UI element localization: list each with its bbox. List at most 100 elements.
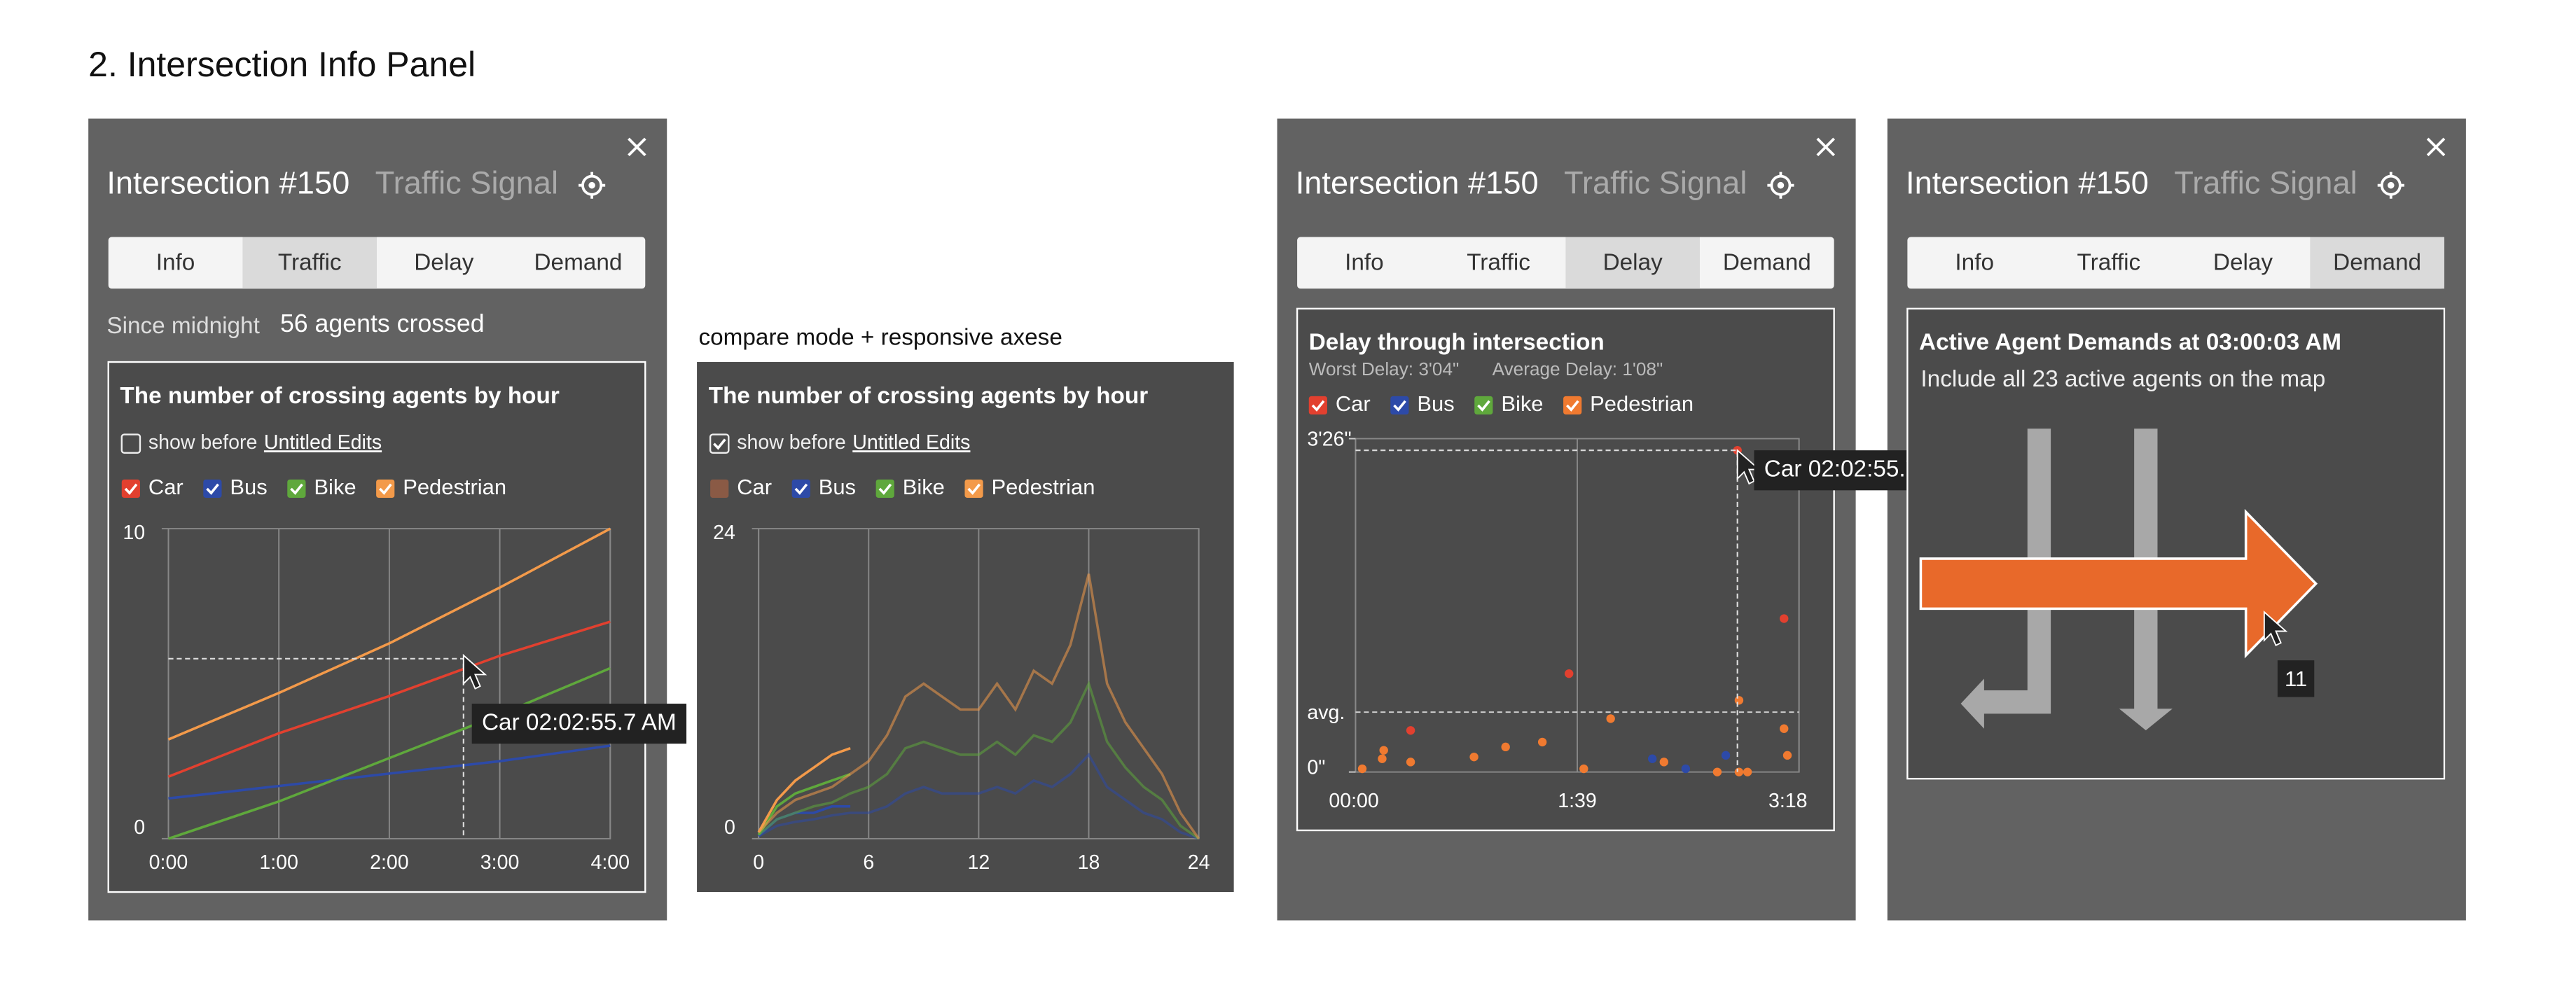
locate-ticks [2377,172,2404,199]
checkbox[interactable] [120,433,141,454]
legend-label: Pedestrian [992,475,1095,499]
point [1379,746,1388,755]
series-line [168,744,611,800]
chart-title: The number of crossing agents by hour [120,383,559,409]
panel-title: Intersection #150 [1906,165,2149,201]
checkbox[interactable] [875,479,894,498]
x-tick-label: 00:00 [1329,790,1378,812]
tab-selected [242,237,378,289]
panel-subtitle: Traffic Signal [375,165,558,201]
checkbox[interactable] [710,479,729,498]
x-tick-label: 18 [1078,851,1100,874]
tab-label[interactable]: Demand [534,249,623,275]
tab-label[interactable]: Traffic [278,249,342,275]
tab-label[interactable]: Delay [2213,249,2273,275]
checkbox[interactable] [964,479,983,498]
through-demand-arrow[interactable] [1919,508,2318,659]
chart-box [107,361,646,893]
legend-label: Car [737,475,772,499]
locate-dot [1777,181,1785,189]
x-tick-label: 2:00 [370,851,409,874]
legend-label: Bike [903,475,945,499]
tab-label[interactable]: Info [1345,249,1384,275]
tab-selected [1565,237,1701,289]
chart-title: The number of crossing agents by hour [709,383,1148,409]
locate-dot [2387,181,2395,189]
page-title: 2. Intersection Info Panel [88,45,476,84]
toggle-label: show before [148,431,258,454]
x-tick-label: 6 [863,851,874,874]
average-delay: Average Delay: 1'08" [1493,358,1663,379]
checkbox[interactable] [791,479,810,498]
panel-subtitle: Traffic Signal [2174,165,2357,201]
legend-label: Bus [230,475,267,499]
tab-label[interactable]: Demand [1723,249,1811,275]
checkbox[interactable] [376,479,395,498]
checkbox[interactable] [287,479,306,498]
x-tick-label: 4:00 [591,851,630,874]
locate-dot [588,181,595,189]
checkbox[interactable] [1308,396,1327,415]
point [1579,764,1588,774]
series-line [757,772,851,836]
y-tick-label: 0" [1307,756,1325,779]
check [967,483,981,495]
check [713,438,726,450]
point [1734,696,1744,705]
point [1681,764,1691,774]
close-button[interactable] [1816,137,1835,157]
point [1501,742,1510,752]
chart-box [1296,307,1835,832]
legend-label: Car [1336,391,1371,416]
before-line [758,680,1200,840]
tooltip [471,704,687,744]
legend-label: Bike [1501,391,1543,416]
badge-text: 11 [2285,667,2307,691]
close-button[interactable] [2426,137,2446,157]
point [1606,714,1615,723]
check [206,483,219,495]
tab-label[interactable]: Info [1955,249,1994,275]
chart-box [697,362,1234,893]
x-tick-label: 3:18 [1768,790,1808,812]
tab-selected [2310,237,2444,289]
check [1311,400,1325,412]
point [1378,754,1387,763]
point [1712,767,1722,776]
x-tick-label: 0 [753,851,764,874]
tab-label[interactable]: Demand [2333,249,2421,275]
checkbox[interactable] [203,479,222,498]
summary-value: 56 agents crossed [280,309,485,337]
legend-label: Pedestrian [403,475,506,499]
point [1734,767,1744,776]
checkbox[interactable] [1474,396,1493,415]
point [1780,614,1789,623]
y-tick-label: 24 [713,522,735,544]
close-button[interactable] [628,137,646,157]
tab-label[interactable]: Delay [1603,249,1663,275]
before-line [758,752,1200,840]
toggle-link[interactable]: Untitled Edits [264,431,382,454]
point [1780,724,1789,733]
tab-label[interactable]: Delay [414,249,474,275]
series-line [167,527,611,741]
toggle-link[interactable]: Untitled Edits [852,431,970,454]
point [1721,751,1731,760]
checkbox[interactable] [1390,396,1409,415]
checkbox[interactable] [709,433,730,454]
locate-ticks [1767,172,1794,199]
y-tick-label: 0 [724,816,735,839]
tab-label[interactable]: Traffic [2077,249,2140,275]
point [1357,764,1367,774]
checkbox[interactable] [121,479,140,498]
check [1477,400,1490,412]
tab-label[interactable]: Traffic [1467,249,1530,275]
point [1647,754,1657,763]
check [794,483,808,495]
legend-label: Bus [819,475,856,499]
series-line [167,620,611,778]
panel-title: Intersection #150 [1296,165,1539,201]
checkbox[interactable] [1563,396,1582,415]
x-tick-label: 1:00 [259,851,298,874]
tab-label[interactable]: Info [156,249,195,275]
